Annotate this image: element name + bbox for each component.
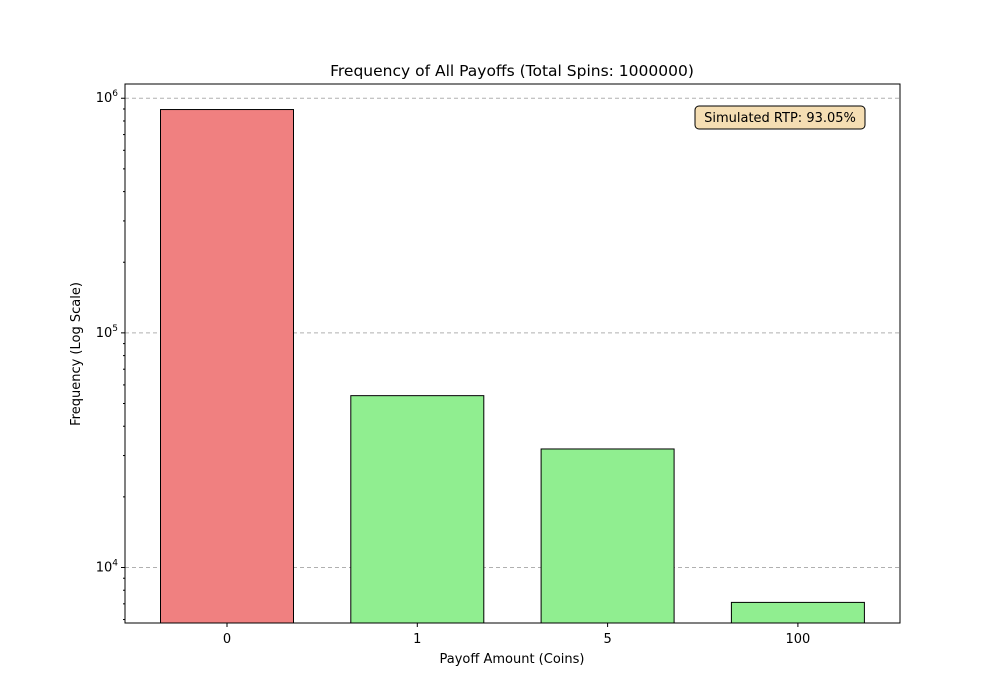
chart-title: Frequency of All Payoffs (Total Spins: 1… — [330, 62, 694, 80]
bar-1 — [350, 395, 485, 624]
y-tick-label: 104 — [96, 558, 119, 575]
plot-frame — [124, 83, 901, 624]
bars — [160, 109, 865, 624]
annotation-box — [694, 105, 866, 130]
x-tick-label: 0 — [223, 632, 231, 647]
x-axis: 0 1 5 100 — [223, 623, 810, 647]
bar-100 — [730, 601, 865, 624]
y-axis: 104 105 106 — [96, 89, 125, 621]
bar-5 — [540, 448, 675, 624]
x-tick-label: 1 — [413, 632, 421, 647]
x-tick-label: 5 — [603, 632, 611, 647]
x-axis-label: Payoff Amount (Coins) — [440, 652, 585, 667]
x-tick-label: 100 — [785, 632, 810, 647]
y-tick-label: 105 — [96, 324, 118, 341]
y-tick-label: 106 — [96, 89, 119, 106]
y-axis-label: Frequency (Log Scale) — [69, 282, 84, 426]
bar-0 — [160, 109, 294, 624]
annotation-text: Simulated RTP: 93.05% — [704, 111, 856, 126]
rtp-annotation: Simulated RTP: 93.05% — [694, 105, 866, 130]
